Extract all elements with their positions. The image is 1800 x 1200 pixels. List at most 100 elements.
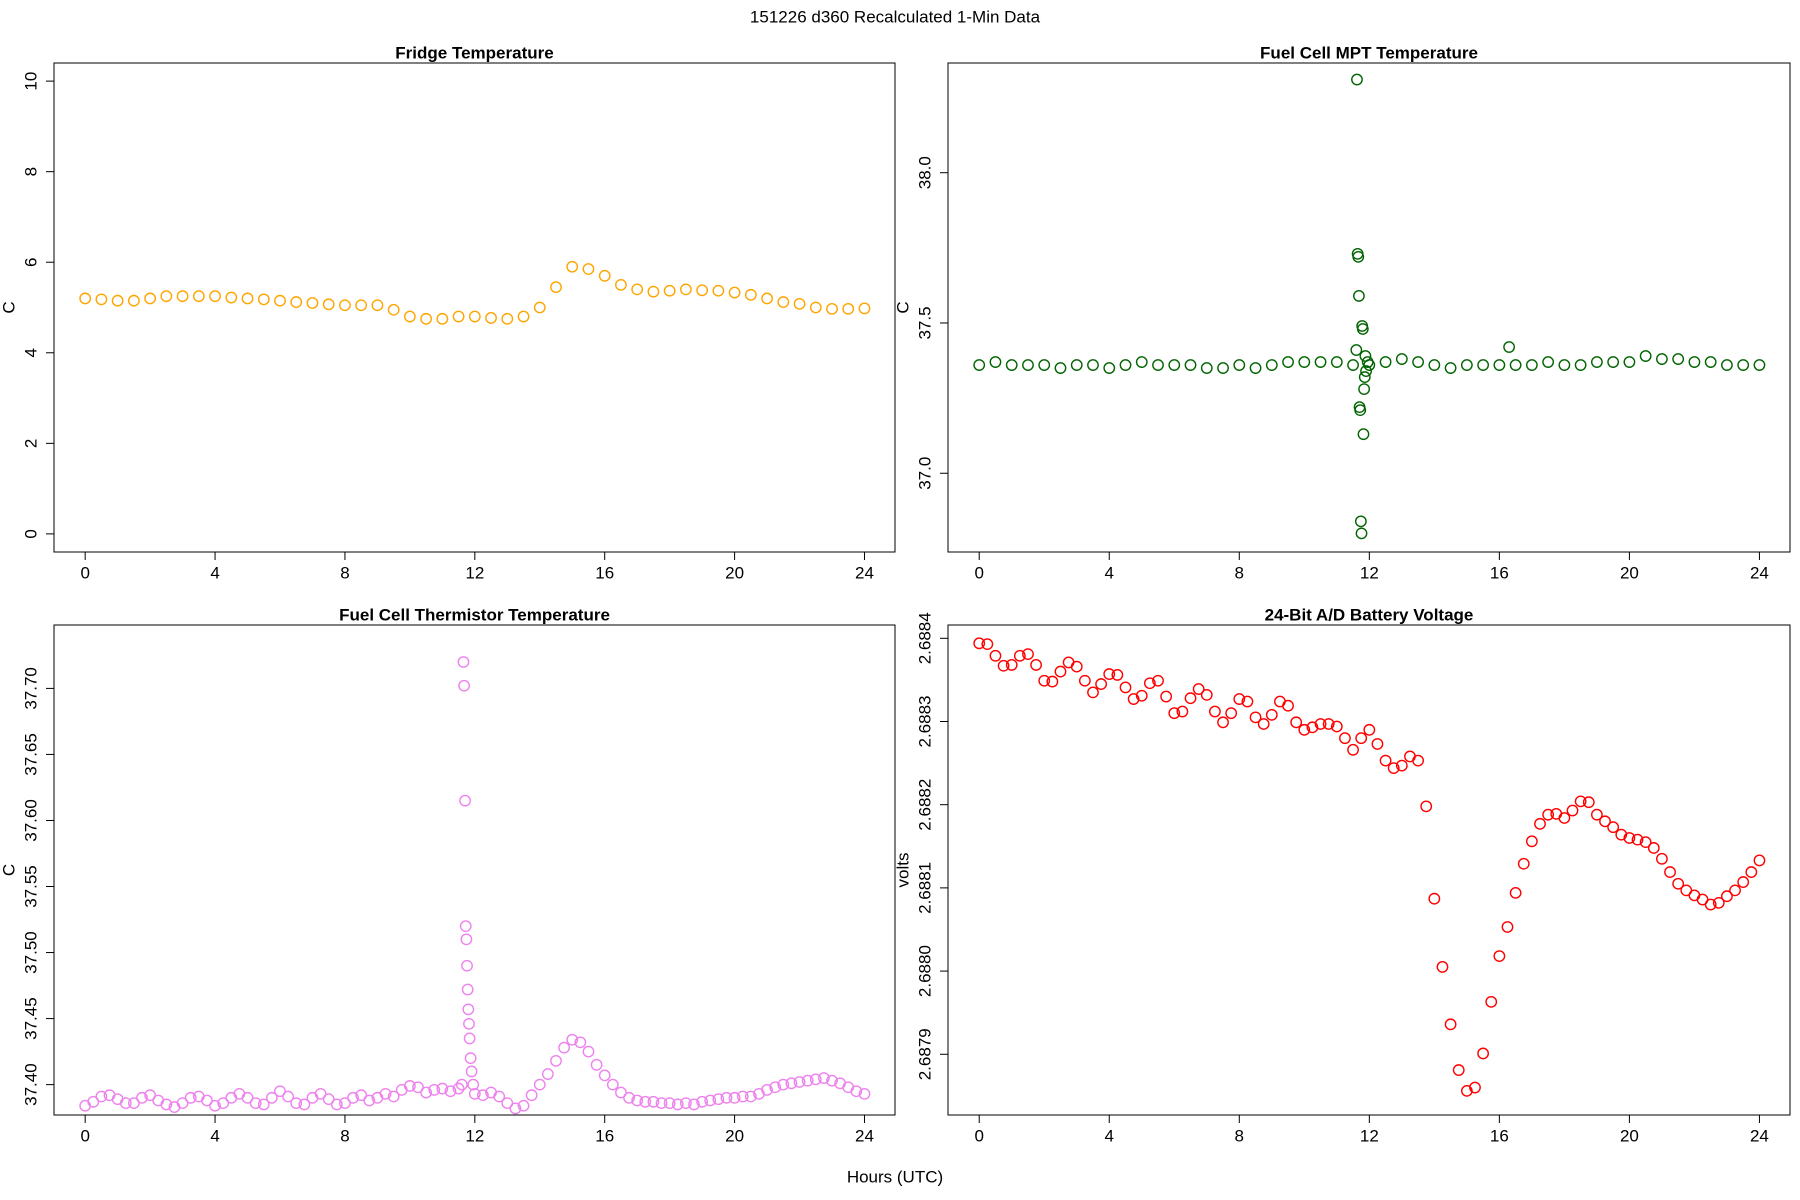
data-point (1103, 668, 1116, 680)
data-point (1087, 686, 1099, 699)
x-tick-label: 12 (1360, 563, 1379, 582)
data-point (1485, 995, 1498, 1008)
data-point (468, 310, 481, 323)
data-point (249, 1097, 262, 1110)
data-point (1200, 362, 1213, 374)
data-point (1395, 759, 1408, 772)
data-point (1358, 371, 1371, 383)
plot-frame (947, 62, 1791, 553)
data-point (744, 1090, 757, 1103)
y-axis-label: C (893, 301, 912, 313)
data-point (160, 290, 173, 303)
data-point (1477, 359, 1490, 371)
data-point (525, 1089, 538, 1102)
data-point (1046, 675, 1059, 688)
data-point (111, 294, 124, 307)
data-point (1639, 350, 1652, 362)
data-point (1265, 708, 1278, 721)
data-point (801, 1074, 814, 1087)
data-point (1607, 821, 1620, 834)
data-point (655, 1097, 668, 1110)
data-point (1566, 804, 1579, 817)
y-tick-label: 10 (21, 72, 40, 91)
data-point (1590, 808, 1603, 821)
data-point (541, 1068, 554, 1080)
data-point (290, 1097, 303, 1110)
data-point (1357, 428, 1370, 441)
x-tick-label: 0 (80, 563, 89, 582)
data-point (136, 1091, 148, 1104)
data-point (793, 1076, 806, 1088)
data-point (1005, 359, 1018, 371)
data-point (793, 297, 806, 310)
data-point (1428, 892, 1441, 905)
data-point (127, 294, 140, 307)
data-point (459, 920, 472, 933)
data-point (671, 1098, 684, 1111)
data-point (1184, 359, 1197, 371)
data-point (574, 1036, 587, 1049)
data-point (306, 1091, 319, 1104)
data-point (842, 1081, 855, 1094)
data-point (1353, 290, 1365, 302)
data-point (1501, 921, 1514, 933)
data-point (1135, 689, 1148, 702)
data-point (1712, 896, 1725, 909)
data-point (217, 1097, 230, 1110)
data-point (826, 1074, 838, 1087)
data-point (679, 1097, 692, 1110)
data-point (1615, 828, 1628, 841)
data-point (501, 312, 514, 325)
data-point (225, 1091, 238, 1104)
data-point (1038, 359, 1051, 371)
data-point (1420, 800, 1433, 813)
plot-frame (947, 624, 1791, 1116)
data-point (1005, 659, 1018, 671)
data-point (461, 959, 473, 972)
data-point (517, 310, 530, 323)
data-point (696, 1095, 709, 1108)
data-point (1647, 842, 1660, 854)
panel-title: Fuel Cell Thermistor Temperature (339, 605, 610, 624)
data-point (720, 1091, 733, 1104)
data-point (274, 1085, 286, 1098)
data-point (1127, 693, 1140, 705)
data-point (209, 290, 221, 303)
data-point (1152, 674, 1164, 687)
data-point (1022, 359, 1034, 371)
data-point (1509, 886, 1522, 899)
x-tick-label: 16 (595, 1126, 614, 1145)
data-point (493, 1090, 506, 1103)
data-point (1656, 353, 1668, 365)
data-point (460, 933, 473, 946)
data-point (826, 302, 838, 315)
data-point (387, 303, 400, 316)
y-tick-label: 37.55 (21, 865, 40, 908)
data-point (1054, 362, 1067, 374)
data-point (1672, 353, 1685, 365)
points (973, 637, 1766, 1097)
data-point (1574, 795, 1587, 808)
data-point (761, 292, 773, 305)
data-point (257, 1098, 270, 1111)
data-point (1282, 699, 1294, 712)
data-point (457, 656, 470, 668)
y-axis-label: volts (893, 853, 912, 888)
data-point (1143, 677, 1156, 690)
data-point (1688, 356, 1701, 368)
data-point (477, 1089, 489, 1102)
data-point (95, 293, 108, 306)
data-point (1444, 362, 1457, 374)
data-point (339, 299, 351, 312)
data-point (631, 1094, 644, 1107)
data-point (452, 1082, 465, 1095)
data-point (339, 1097, 351, 1110)
data-point (1412, 356, 1424, 368)
data-point (566, 260, 579, 273)
data-point (663, 1097, 676, 1110)
x-tick-label: 4 (210, 1126, 219, 1145)
data-point (533, 1078, 546, 1091)
data-point (761, 1084, 773, 1096)
data-point (1631, 833, 1644, 846)
